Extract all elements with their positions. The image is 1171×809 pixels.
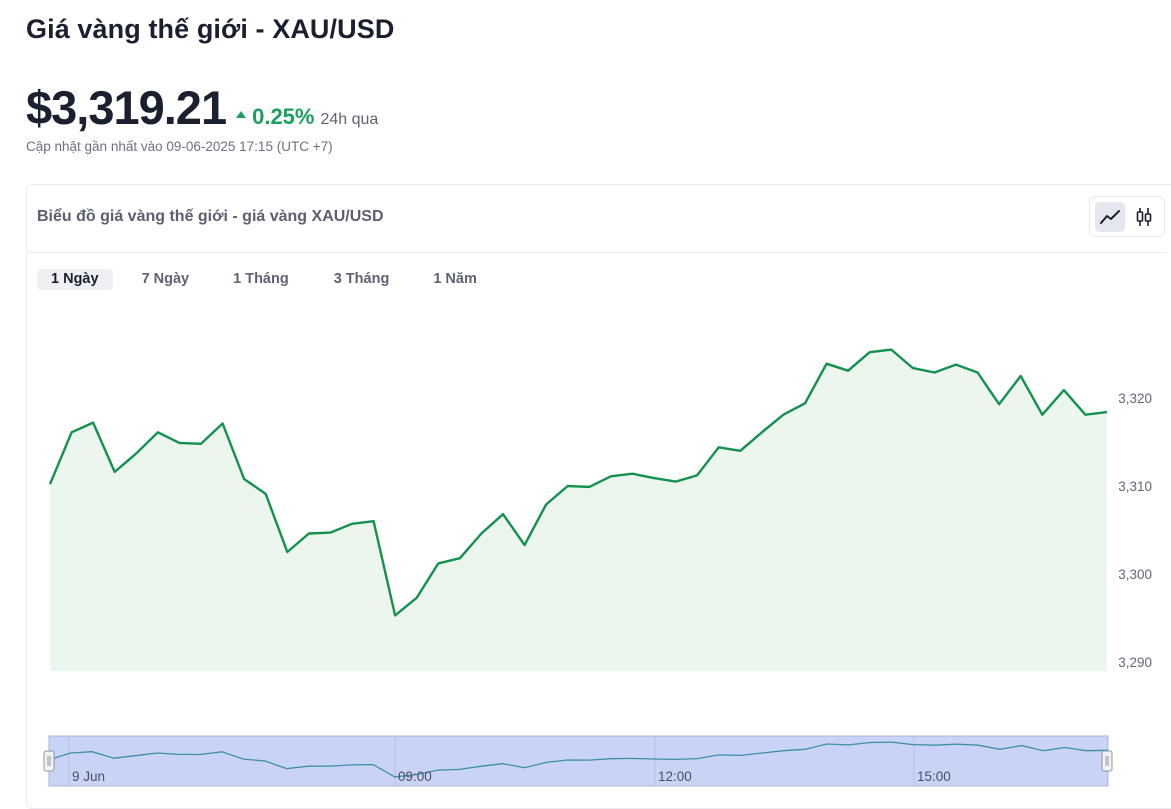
- y-axis-tick-label: 3,320: [1118, 391, 1152, 406]
- navigator-time-label: 15:00: [917, 769, 951, 784]
- y-axis-tick-label: 3,310: [1118, 479, 1152, 494]
- navigator-time-label: 09:00: [398, 769, 432, 784]
- y-axis-tick-label: 3,290: [1118, 655, 1152, 670]
- navigator-right-handle[interactable]: [1102, 751, 1112, 771]
- navigator-time-label: 9 Jun: [72, 769, 105, 784]
- navigator-time-label: 12:00: [658, 769, 692, 784]
- y-axis-tick-label: 3,300: [1118, 567, 1152, 582]
- navigator-left-handle[interactable]: [44, 751, 54, 771]
- price-area: [50, 350, 1107, 671]
